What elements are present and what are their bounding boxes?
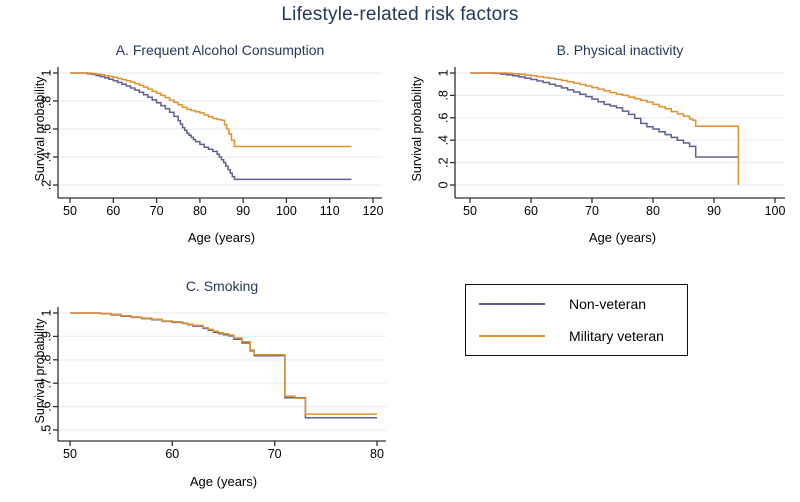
panel-c: C. Smoking 1 .9 .8 .7 .6 .5 50 60 70 80 Survival … [30, 276, 395, 502]
panel-c-xlabel: Age (years) [189, 474, 258, 489]
svg-text:70: 70 [268, 447, 282, 461]
panel-a-chart: 1 .8 .6 .4 .2 50 60 70 80 90 100 110 120 [39, 67, 384, 218]
svg-text:90: 90 [236, 204, 250, 218]
svg-text:.7: .7 [39, 378, 53, 388]
panel-c-chart: 1 .9 .8 .7 .6 .5 50 60 70 80 [39, 307, 386, 461]
svg-text:.4: .4 [436, 135, 450, 145]
legend: Non-veteran Military veteran [465, 284, 688, 356]
legend-row-non-veteran: Non-veteran [466, 291, 687, 317]
svg-text:.6: .6 [436, 113, 450, 123]
svg-text:110: 110 [320, 204, 340, 218]
svg-text:80: 80 [370, 447, 384, 461]
svg-text:1: 1 [39, 309, 53, 316]
svg-text:120: 120 [363, 204, 384, 218]
svg-text:100: 100 [765, 204, 786, 218]
panel-a: A. Frequent Alcohol Consumption 1 .8 .6 .4.… [30, 40, 395, 274]
svg-text:80: 80 [646, 204, 660, 218]
non-veteran-label: Non-veteran [569, 296, 647, 312]
svg-text:70: 70 [150, 204, 164, 218]
svg-text:50: 50 [463, 204, 477, 218]
svg-text:.6: .6 [39, 124, 53, 134]
panel-b-ylabel: Survival probability [410, 76, 424, 182]
svg-text:.8: .8 [39, 355, 53, 365]
svg-text:.5: .5 [39, 425, 53, 435]
svg-text:50: 50 [63, 204, 77, 218]
panel-b-chart: 1 .8 .6 .4 .2 0 50 60 70 80 90 100 [436, 67, 786, 218]
svg-text:.8: .8 [39, 96, 53, 106]
svg-text:60: 60 [106, 204, 120, 218]
svg-text:60: 60 [524, 204, 538, 218]
svg-text:.8: .8 [436, 90, 450, 100]
panel-a-xlabel: Age (years) [187, 230, 256, 245]
military-veteran-label: Military veteran [569, 328, 664, 344]
military-veteran-line-swatch [479, 335, 545, 337]
svg-text:50: 50 [63, 447, 77, 461]
svg-text:1: 1 [436, 69, 450, 76]
panel-a-title: A. Frequent Alcohol Consumption [115, 42, 325, 58]
svg-text:100: 100 [276, 204, 297, 218]
svg-text:70: 70 [585, 204, 599, 218]
svg-text:90: 90 [707, 204, 721, 218]
svg-text:60: 60 [165, 447, 179, 461]
svg-text:.2: .2 [39, 180, 53, 190]
svg-text:0: 0 [436, 181, 450, 188]
panel-a-ylabel: Survival probability [33, 76, 47, 182]
svg-text:1: 1 [39, 69, 53, 76]
svg-text:80: 80 [193, 204, 207, 218]
svg-text:.6: .6 [39, 401, 53, 411]
panel-b-title: B. Physical inactivity [556, 42, 684, 58]
figure-title: Lifestyle-related risk factors [281, 4, 519, 25]
svg-text:.9: .9 [39, 331, 53, 341]
panel-b-xlabel: Age (years) [588, 230, 657, 245]
svg-text:.4: .4 [39, 152, 53, 162]
panel-b: B. Physical inactivity 1 .8 .6 .4 .2 0 50 60 70 8… [400, 40, 795, 274]
non-veteran-line-swatch [479, 303, 545, 305]
legend-row-military-veteran: Military veteran [466, 323, 687, 349]
svg-text:.2: .2 [436, 157, 450, 167]
panel-c-ylabel: Survival probability [33, 318, 47, 424]
panel-c-title: C. Smoking [185, 278, 259, 294]
